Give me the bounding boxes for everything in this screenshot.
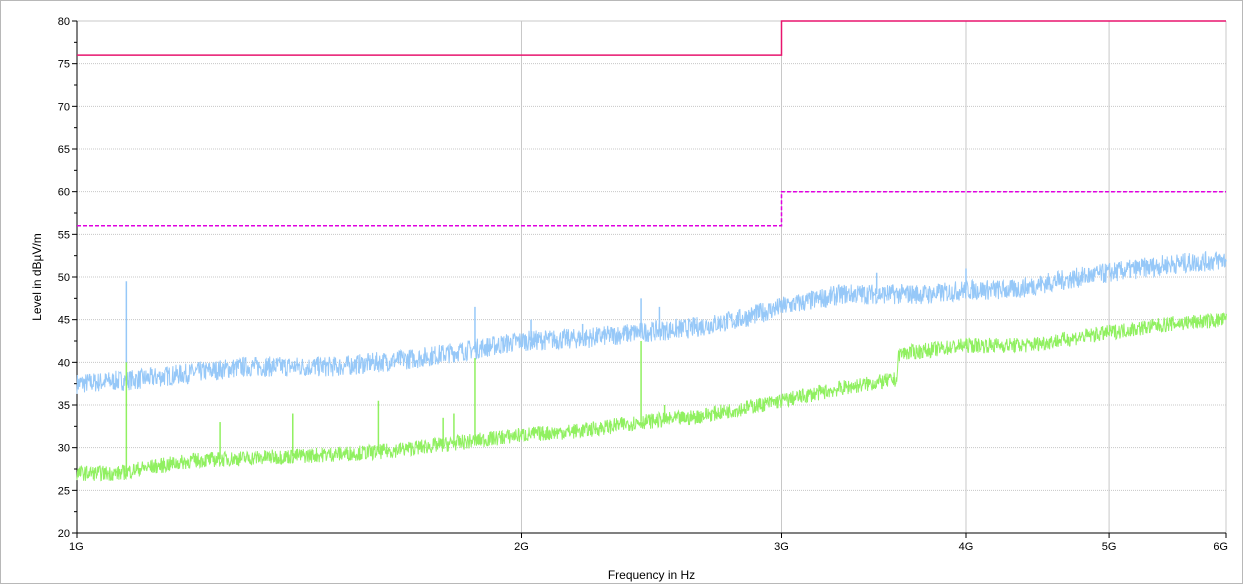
y-tick-label: 30 bbox=[58, 443, 70, 455]
y-tick-label: 45 bbox=[58, 315, 70, 327]
y-tick-label: 55 bbox=[58, 229, 70, 241]
x-tick-label: 1G bbox=[69, 541, 84, 553]
y-tick-label: 25 bbox=[58, 485, 70, 497]
avg-trace-line bbox=[76, 312, 1227, 482]
x-tick-label: 3G bbox=[774, 541, 789, 553]
y-tick-label: 20 bbox=[58, 528, 70, 540]
y-tick-label: 40 bbox=[58, 357, 70, 369]
y-tick-label: 60 bbox=[58, 187, 70, 199]
x-axis-title: Frequency in Hz bbox=[608, 568, 695, 582]
avg-limit-line bbox=[77, 190, 1226, 227]
series bbox=[76, 20, 1227, 482]
y-tick-label: 35 bbox=[58, 400, 70, 412]
x-tick-label: 2G bbox=[514, 541, 529, 553]
x-tick-label: 4G bbox=[959, 541, 974, 553]
y-tick-label: 70 bbox=[58, 101, 70, 113]
y-tick-label: 75 bbox=[58, 59, 70, 71]
x-tick-label: 5G bbox=[1102, 541, 1117, 553]
y-tick-label: 65 bbox=[58, 144, 70, 156]
x-tick-label: 6G bbox=[1213, 541, 1228, 553]
peak-limit-line bbox=[77, 20, 1226, 56]
axis-ticks: 20 25 30 35 40 45 50 55 60 65 70 75 80 1G 2G 3G 4G 5G 6G bbox=[58, 16, 1228, 553]
y-tick-label: 80 bbox=[58, 16, 70, 28]
peak-trace-line bbox=[76, 251, 1227, 394]
y-tick-label: 50 bbox=[58, 272, 70, 284]
y-axis-title: Level in dBµV/m bbox=[30, 233, 44, 321]
